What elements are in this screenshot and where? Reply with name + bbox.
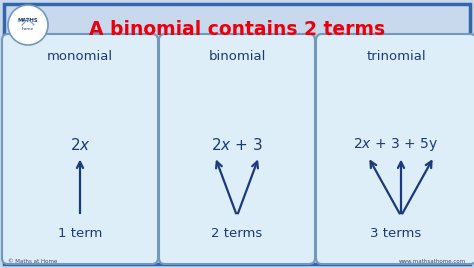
FancyBboxPatch shape: [316, 34, 474, 264]
Text: 1 term: 1 term: [58, 227, 102, 240]
FancyBboxPatch shape: [4, 4, 470, 264]
Circle shape: [8, 5, 48, 45]
Text: MATHS: MATHS: [18, 17, 38, 23]
Text: binomial: binomial: [208, 50, 266, 63]
Text: 3 terms: 3 terms: [370, 227, 422, 240]
FancyBboxPatch shape: [2, 34, 158, 264]
Text: monomial: monomial: [47, 50, 113, 63]
Text: 2$\it{x}$ + 3: 2$\it{x}$ + 3: [211, 137, 263, 153]
Text: 2$\it{x}$: 2$\it{x}$: [70, 137, 91, 153]
Text: 2$\it{x}$ + 3 + 5y: 2$\it{x}$ + 3 + 5y: [353, 136, 439, 153]
Text: 2 terms: 2 terms: [211, 227, 263, 240]
Text: © Maths at Home: © Maths at Home: [8, 259, 57, 264]
Text: trinomial: trinomial: [366, 50, 426, 63]
Text: A binomial contains 2 terms: A binomial contains 2 terms: [89, 20, 385, 39]
Text: www.mathsathome.com: www.mathsathome.com: [399, 259, 466, 264]
FancyBboxPatch shape: [159, 34, 315, 264]
Text: home: home: [22, 27, 34, 31]
